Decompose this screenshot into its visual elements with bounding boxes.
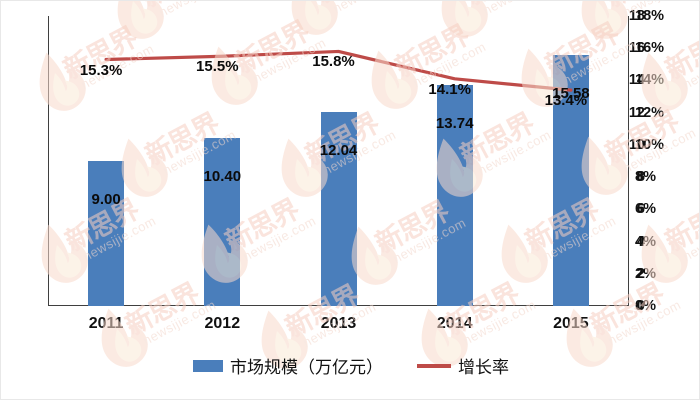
left-axis-tick-label: 18: [628, 8, 645, 24]
chart-legend: 市场规模（万亿元） 增长率: [1, 353, 699, 378]
bar-2011: [88, 161, 125, 306]
line-swatch-icon: [417, 363, 451, 368]
line-value-label-2013: 15.8%: [312, 53, 355, 71]
right-axis-tick-label: 2%: [635, 265, 656, 282]
left-axis-tick-label: 4: [636, 233, 645, 250]
bar-swatch-icon: [193, 359, 223, 372]
right-axis-tick-label: 4%: [635, 233, 656, 250]
left-axis-tick-label: 12: [628, 104, 645, 121]
legend-label-growth-rate: 增长率: [458, 358, 509, 378]
left-axis-tick-label: 8: [636, 169, 645, 186]
left-axis-tick-label: 10: [628, 136, 645, 153]
watermark-cn-text: 新思界: [133, 1, 220, 15]
left-axis-tick-label: 6: [636, 201, 645, 218]
x-axis-tick-label: 2014: [436, 315, 473, 332]
left-axis-tick-label: 16: [628, 40, 645, 57]
watermark-en-text: newsijie.com: [330, 1, 408, 16]
watermark-en-text: newsijie.com: [680, 212, 700, 264]
right-axis-tick-label: 12%: [635, 104, 665, 121]
bar-value-label-2013: 12.04: [319, 142, 358, 160]
right-axis-tick-label: 16%: [635, 40, 665, 57]
left-axis-tick-label: 2: [636, 265, 645, 282]
x-axis-tick-label: 2011: [88, 315, 124, 332]
right-axis-tick-label: 8%: [635, 169, 656, 186]
right-axis-tick-label: 10%: [635, 136, 665, 153]
growth-rate-line: [104, 49, 573, 92]
x-axis-tick-label: 2015: [553, 315, 589, 332]
line-value-label-2014: 14.1%: [428, 80, 471, 98]
bar-value-label-2011: 9.00: [91, 191, 121, 208]
watermark-cn-text: 新思界: [660, 194, 700, 259]
flame-logo-icon: [641, 224, 688, 283]
growth-rate-polyline: [104, 49, 573, 92]
line-value-label-2011: 15.3%: [79, 61, 123, 79]
watermark-cn-text: 新思界: [307, 1, 394, 11]
x-axis-tick-label: 2012: [204, 315, 241, 332]
line-value-label-2012: 15.5%: [196, 58, 239, 76]
left-axis-tick-label: 14: [628, 72, 645, 89]
bar-value-label-2012: 10.40: [203, 168, 242, 186]
left-axis-tick-label: 0: [636, 298, 645, 314]
x-axis-tick-label: 2013: [320, 315, 357, 332]
line-value-label-2015: 13.4%: [544, 92, 588, 110]
right-axis-tick-label: 18%: [635, 8, 665, 24]
right-axis-tick-label: 6%: [635, 201, 656, 218]
right-axis-tick-label: 14%: [635, 72, 665, 89]
legend-item-growth-rate: 增长率: [417, 353, 509, 378]
watermark-en-text: newsijie.com: [680, 40, 700, 92]
legend-label-market-size: 市场规模（万亿元）: [230, 358, 383, 378]
watermark-cn-text: 新思界: [457, 1, 544, 13]
right-axis-line: [628, 16, 629, 306]
right-axis-tick-label: 0%: [635, 298, 656, 314]
legend-item-market-size: 市场规模（万亿元）: [193, 353, 383, 378]
left-axis-line: [48, 16, 49, 306]
bar-value-label-2014: 13.74: [435, 114, 474, 132]
